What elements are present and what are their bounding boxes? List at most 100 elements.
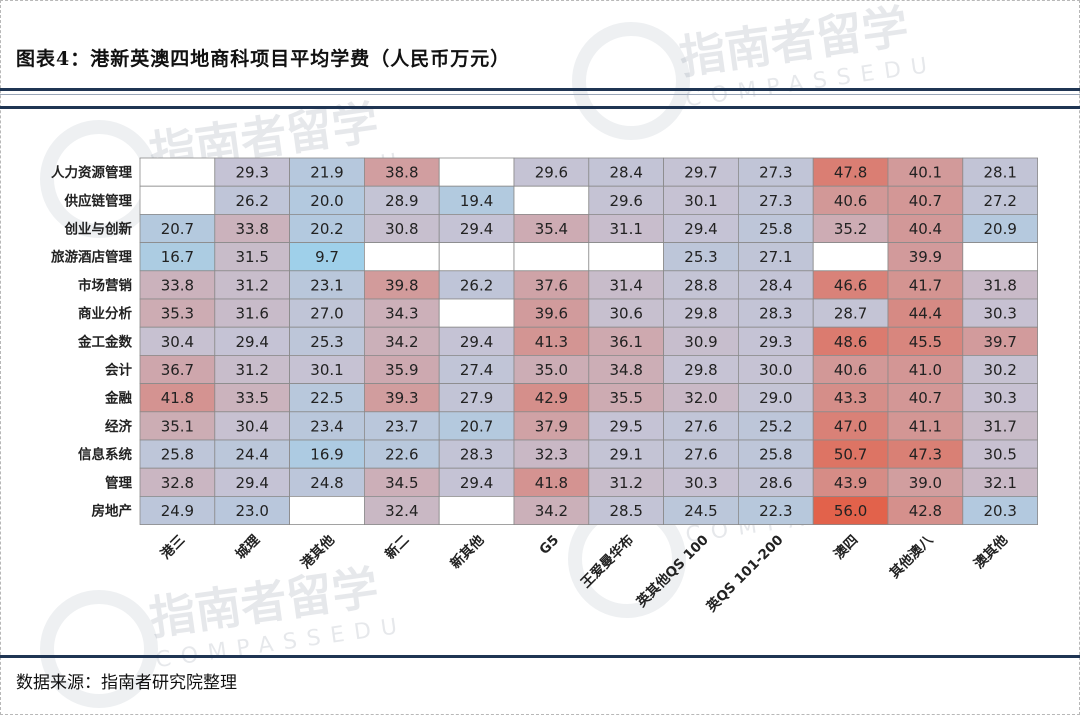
heatmap-cell — [289, 495, 365, 525]
cell-value-label: 32.4 — [385, 502, 418, 520]
cell-value-label: 24.9 — [161, 502, 194, 520]
cell-value-label: 30.9 — [684, 333, 717, 351]
heatmap-cell — [738, 354, 814, 384]
cell-value-label: 29.4 — [460, 333, 493, 351]
cell-value-label: 34.5 — [385, 474, 418, 492]
heatmap-cell — [214, 157, 291, 187]
heatmap-cell — [962, 354, 1038, 384]
cell-value-label: 30.3 — [983, 305, 1016, 323]
row-label: 信息系统 — [78, 446, 132, 463]
cell-value-label: 35.5 — [609, 389, 642, 407]
cell-value-label: 29.6 — [609, 192, 642, 210]
cell-value-label: 32.8 — [161, 474, 194, 492]
cell-value-label: 41.7 — [909, 276, 942, 294]
cell-value-label: 28.6 — [759, 474, 792, 492]
heatmap-cell — [363, 326, 440, 356]
heatmap-cell — [962, 383, 1038, 413]
heatmap-cell — [139, 214, 216, 244]
heatmap-cell — [588, 354, 664, 384]
heatmap-cell — [588, 383, 664, 413]
cell-value-label: 29.6 — [535, 164, 568, 182]
heatmap-cell — [214, 270, 291, 300]
cell-value-label: 31.2 — [609, 474, 642, 492]
cell-value-label: 29.0 — [759, 389, 792, 407]
cell-value-label: 25.2 — [759, 417, 792, 435]
heatmap-cell — [812, 242, 889, 272]
row-label: 创业与创新 — [64, 221, 133, 238]
heatmap-cell — [438, 214, 515, 244]
heatmap-cell — [588, 242, 664, 272]
heatmap-cell — [214, 439, 291, 469]
cell-value-label: 27.0 — [310, 305, 343, 323]
heatmap-cell — [962, 326, 1038, 356]
cell-value-label: 23.0 — [235, 502, 268, 520]
cell-value-label: 39.7 — [983, 333, 1016, 351]
cell-value-label: 39.0 — [909, 474, 942, 492]
cell-value-label: 29.4 — [235, 333, 268, 351]
heatmap-cell — [588, 185, 664, 215]
column-label: G5 — [536, 532, 562, 558]
cell-value-label: 40.1 — [909, 164, 942, 182]
heatmap-cell — [214, 242, 291, 272]
heatmap-cell — [289, 242, 365, 272]
header-rule — [0, 88, 1080, 91]
heatmap-cell — [289, 439, 365, 469]
heatmap-cell — [812, 185, 889, 215]
heatmap-cell — [289, 298, 365, 328]
row-label: 房地产 — [92, 503, 133, 520]
heatmap-cell — [139, 354, 216, 384]
heatmap-cell — [513, 270, 590, 300]
heatmap-cell — [363, 439, 440, 469]
heatmap-cell — [962, 298, 1038, 328]
heatmap-cell — [513, 242, 590, 272]
cell-value-label: 29.7 — [684, 164, 717, 182]
cell-value-label: 36.1 — [609, 333, 642, 351]
cell-value-label: 39.8 — [385, 276, 418, 294]
heatmap-cell — [588, 157, 664, 187]
cell-value-label: 20.7 — [460, 417, 493, 435]
heatmap-cell — [513, 495, 590, 525]
heatmap-cell — [738, 185, 814, 215]
column-label: 新其他 — [447, 531, 488, 572]
cell-value-label: 28.1 — [983, 164, 1016, 182]
cell-value-label: 40.6 — [834, 192, 867, 210]
heatmap-cell — [363, 383, 440, 413]
cell-value-label: 41.1 — [909, 417, 942, 435]
cell-value-label: 39.9 — [909, 248, 942, 266]
cell-value-label: 20.3 — [983, 502, 1016, 520]
heatmap-cell — [738, 383, 814, 413]
cell-value-label: 28.4 — [609, 164, 642, 182]
column-label: 王爱曼华布 — [577, 531, 637, 591]
heatmap-cell — [812, 467, 889, 497]
heatmap-cell — [738, 439, 814, 469]
cell-value-label: 29.4 — [235, 474, 268, 492]
cell-value-label: 47.3 — [909, 446, 942, 464]
cell-value-label: 25.8 — [161, 446, 194, 464]
source-note: 数据来源：指南者研究院整理 — [16, 673, 237, 693]
column-label: 澳四 — [830, 531, 861, 562]
cell-value-label: 31.1 — [609, 220, 642, 238]
cell-value-label: 27.4 — [460, 361, 493, 379]
cell-value-label: 32.1 — [983, 474, 1016, 492]
cell-value-label: 41.0 — [909, 361, 942, 379]
heatmap-cell — [139, 383, 216, 413]
heatmap-cell — [214, 495, 291, 525]
cell-value-label: 37.6 — [535, 276, 568, 294]
cell-value-label: 20.7 — [161, 220, 194, 238]
heatmap-cell — [962, 185, 1038, 215]
cell-value-label: 28.9 — [385, 192, 418, 210]
row-label: 金融 — [104, 390, 132, 407]
cell-value-label: 42.8 — [909, 502, 942, 520]
heatmap-cell — [513, 298, 590, 328]
heatmap-cell — [962, 495, 1038, 525]
cell-value-label: 34.2 — [535, 502, 568, 520]
column-label: 其他澳八 — [886, 531, 937, 582]
heatmap-cell — [214, 467, 291, 497]
cell-value-label: 30.4 — [161, 333, 194, 351]
heatmap-cell — [738, 270, 814, 300]
cell-value-label: 41.3 — [535, 333, 568, 351]
cell-value-label: 28.3 — [460, 446, 493, 464]
cell-value-label: 50.7 — [834, 446, 867, 464]
column-label: 新二 — [382, 531, 413, 562]
cell-value-label: 9.7 — [315, 248, 339, 266]
